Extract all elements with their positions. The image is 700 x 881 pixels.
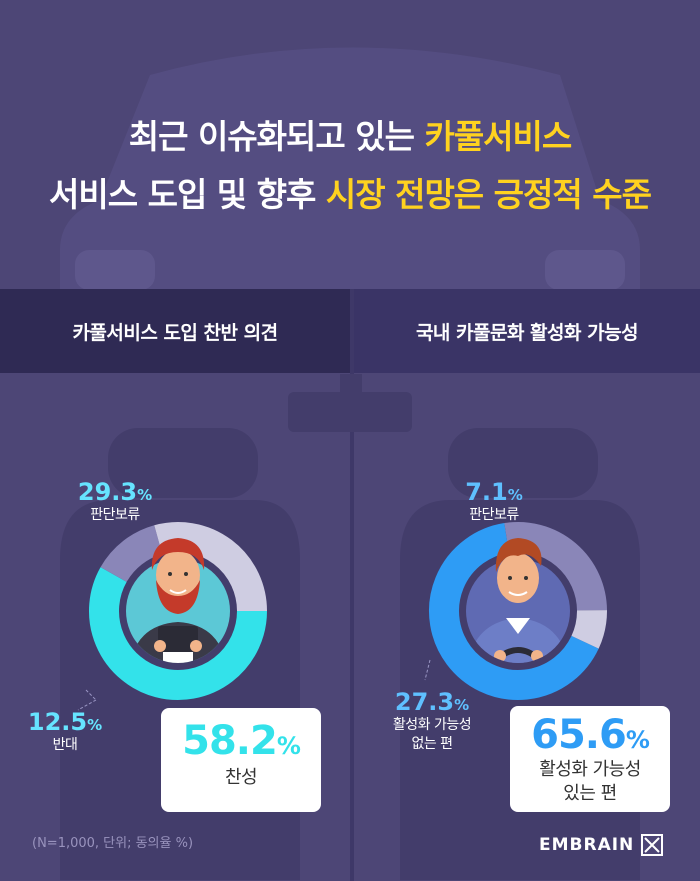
right-hold-label: 7.1% 판단보류	[465, 478, 523, 523]
brand-logo: EMBRAIN	[539, 834, 664, 856]
left-hold-label: 29.3% 판단보류	[77, 478, 153, 523]
donut-slice-2-2	[504, 522, 607, 612]
headline-line-1: 최근 이슈화되고 있는 카풀서비스	[128, 117, 573, 156]
footnote: (N=1,000, 단위; 동의율 %)	[32, 836, 194, 851]
left-oppose-label: 12.5% 반대	[27, 708, 103, 753]
donut-slice-1-1	[89, 567, 267, 700]
headline-line-2: 서비스 도입 및 향후 시장 전망은 긍정적 수준	[49, 175, 652, 214]
donut-slice-2-1	[429, 523, 599, 700]
right-no-label: 27.3% 활성화 가능성 없는 편	[392, 688, 472, 752]
leader-line-no	[424, 659, 431, 681]
headline: 최근 이슈화되고 있는 카풀서비스 서비스 도입 및 향후 시장 전망은 긍정적…	[0, 108, 700, 224]
left-panel-header: 카풀서비스 도입 찬반 의견	[0, 289, 350, 373]
brand-mark-icon	[641, 834, 664, 856]
avatar-bearded-man	[126, 538, 230, 663]
right-main-value: 65.6%	[531, 712, 650, 758]
leader-line-oppose	[77, 699, 97, 711]
avatar-driver-man	[466, 538, 570, 663]
right-main-card: 65.6% 활성화 가능성 있는 편	[510, 706, 670, 812]
donut-chart-2	[429, 522, 607, 700]
leader-line-oppose-2	[85, 689, 97, 701]
right-main-label-2: 있는 편	[563, 783, 617, 804]
headline-highlight-2: 시장 전망은 긍정적 수준	[325, 175, 652, 214]
donut-slice-1-2	[100, 525, 163, 583]
right-main-label-1: 활성화 가능성	[539, 759, 641, 780]
left-main-card: 58.2% 찬성	[161, 708, 321, 812]
headline-highlight-1: 카풀서비스	[424, 117, 572, 156]
donut-slice-2-3	[571, 609, 607, 649]
donut-chart-1	[89, 522, 267, 700]
left-main-label: 찬성	[224, 767, 258, 788]
left-main-value: 58.2%	[182, 718, 301, 764]
right-panel-header: 국내 카풀문화 활성화 가능성	[354, 289, 700, 373]
donut-slice-1-3	[154, 522, 267, 612]
